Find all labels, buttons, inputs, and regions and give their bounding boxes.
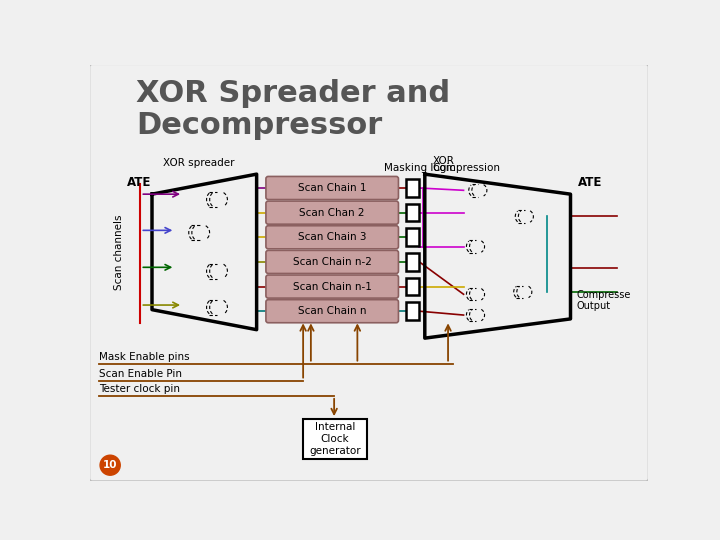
FancyBboxPatch shape	[266, 300, 398, 323]
FancyBboxPatch shape	[266, 251, 398, 273]
Text: Tester clock pin: Tester clock pin	[99, 384, 180, 394]
Text: Compression: Compression	[433, 163, 500, 173]
Text: XOR spreader: XOR spreader	[163, 158, 234, 168]
Text: ATE: ATE	[578, 177, 603, 190]
Bar	[406, 278, 419, 295]
FancyBboxPatch shape	[266, 226, 398, 249]
Text: Compresse
Output: Compresse Output	[577, 289, 631, 311]
Bar	[406, 253, 419, 271]
Text: Scan Chain 3: Scan Chain 3	[298, 232, 366, 242]
Text: Masking logic: Masking logic	[384, 163, 456, 173]
Text: Internal
Clock
generator: Internal Clock generator	[309, 422, 361, 456]
Text: Scan Chain n-2: Scan Chain n-2	[293, 257, 372, 267]
Text: XOR Spreader and
Decompressor: XOR Spreader and Decompressor	[137, 79, 451, 140]
Text: XOR: XOR	[433, 157, 454, 166]
Bar	[406, 228, 419, 246]
Text: Scan Chain 1: Scan Chain 1	[298, 183, 366, 193]
Text: Scan Enable Pin: Scan Enable Pin	[99, 369, 182, 379]
Text: Scan channels: Scan channels	[114, 214, 125, 289]
FancyBboxPatch shape	[266, 275, 398, 298]
Text: 10: 10	[103, 460, 117, 470]
Text: Scan Chain n-1: Scan Chain n-1	[293, 281, 372, 292]
FancyBboxPatch shape	[266, 177, 398, 200]
Text: Scan Chain n: Scan Chain n	[298, 306, 366, 316]
Circle shape	[100, 455, 120, 475]
FancyBboxPatch shape	[266, 201, 398, 224]
Bar	[406, 204, 419, 221]
Text: Mask Enable pins: Mask Enable pins	[99, 352, 190, 362]
Text: ATE: ATE	[127, 177, 152, 190]
Bar	[406, 302, 419, 320]
Text: Scan Chan 2: Scan Chan 2	[300, 208, 365, 218]
Bar	[303, 419, 366, 459]
Bar	[406, 179, 419, 197]
